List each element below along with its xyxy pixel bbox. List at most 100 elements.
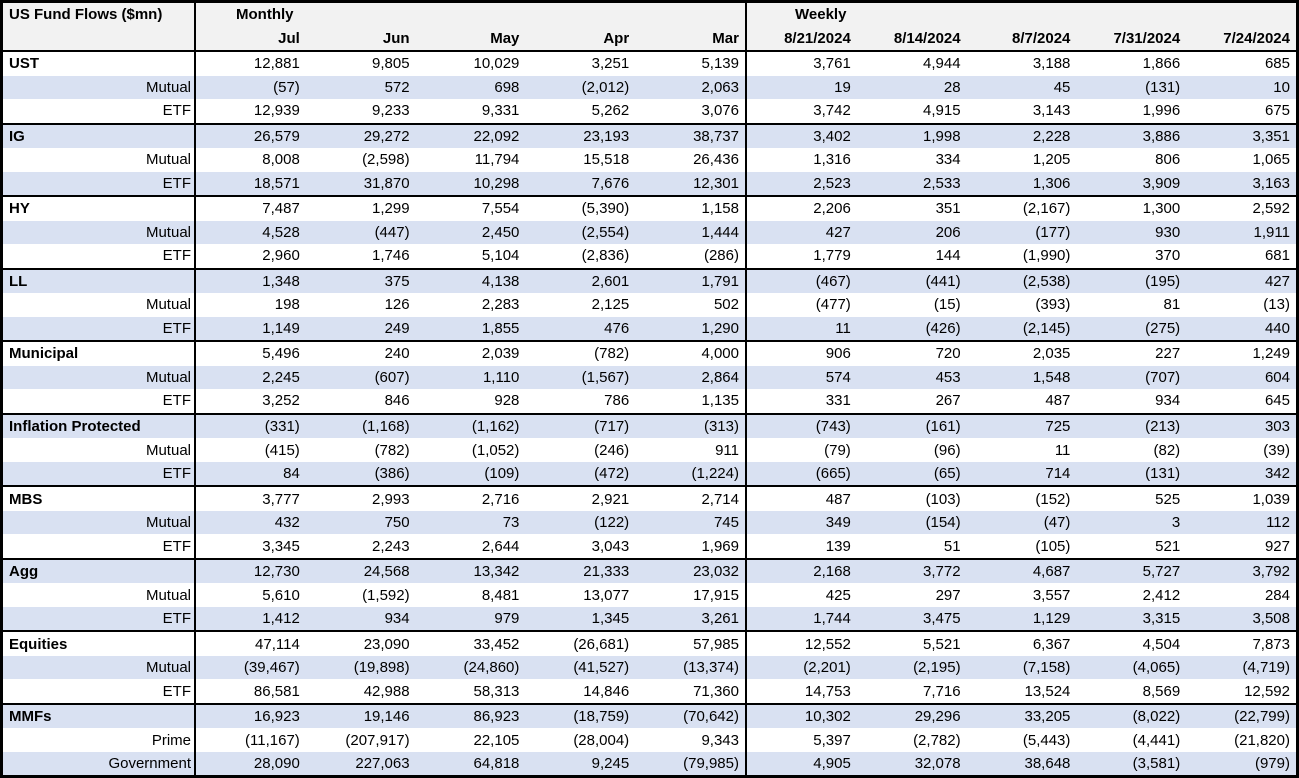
value-cell: 3,251 — [591, 55, 630, 73]
subcategory-label: ETF — [3, 679, 196, 703]
table-row: Mutual 8,008 (2,598) 11,794 15,518 26,436 1,31… — [3, 148, 1296, 172]
weekly-values: (79) (96) 11 (82) (39) — [745, 438, 1296, 462]
value-cell: (286) — [703, 247, 739, 265]
table-row: Inflation Protected (331) (1,168) (1,162) (7… — [3, 414, 1296, 439]
monthly-values: 26,579 29,272 22,092 23,193 38,737 — [196, 125, 745, 149]
value-cell: 487 — [825, 490, 851, 508]
value-cell: 144 — [935, 247, 961, 265]
value-cell: (313) — [703, 417, 739, 435]
weekly-values: (743) (161) 725 (213) 303 — [745, 414, 1296, 439]
subcategory-label: Prime — [3, 728, 196, 752]
value-cell: (4,719) — [1242, 659, 1290, 677]
value-cell: 12,301 — [693, 174, 739, 192]
value-cell: 1,065 — [1252, 151, 1290, 169]
value-cell: (161) — [925, 417, 961, 435]
table-group-ust: UST 12,881 9,805 10,029 3,251 5,139 3,761 4,944… — [3, 52, 1296, 123]
monthly-values: 28,090 227,063 64,818 9,245 (79,985) — [196, 752, 745, 775]
value-cell: 476 — [604, 319, 630, 337]
table-row: Equities 47,114 23,090 33,452 (26,681) 57,985… — [3, 632, 1296, 656]
weekly-column-headers: 8/21/2024 8/14/2024 8/7/2024 7/31/2024 7… — [745, 26, 1296, 50]
value-cell: 31,870 — [363, 174, 410, 192]
value-cell: 51 — [943, 537, 961, 555]
monthly-values: 3,345 2,243 2,644 3,043 1,969 — [196, 534, 745, 558]
value-cell: (979) — [1254, 755, 1290, 773]
table-group-agg: Agg 12,730 24,568 13,342 21,333 23,032 2,168 3,… — [3, 557, 1296, 631]
value-cell: 10,302 — [804, 708, 851, 726]
subcategory-label: ETF — [3, 99, 196, 123]
value-cell: (3,581) — [1132, 755, 1181, 773]
value-cell: 303 — [1264, 417, 1290, 435]
table-row: ETF 2,960 1,746 5,104 (2,836) (286) 1,779 144 (1… — [3, 244, 1296, 268]
value-cell: (109) — [484, 465, 520, 483]
value-cell: 331 — [825, 392, 851, 410]
table-group-inflation-protected: Inflation Protected (331) (1,168) (1,162) (7… — [3, 412, 1296, 486]
table-row: Government 28,090 227,063 64,818 9,245 (79,98… — [3, 751, 1296, 775]
value-cell: 3,909 — [1142, 174, 1181, 192]
value-cell: 1,444 — [701, 223, 739, 241]
value-cell: (1,990) — [1022, 247, 1071, 265]
value-cell: (665) — [815, 465, 851, 483]
weekly-values: 2,206 351 (2,167) 1,300 2,592 — [745, 197, 1296, 221]
value-cell: 3,557 — [1032, 586, 1071, 604]
table-header: US Fund Flows ($mn) Monthly Weekly Jul J… — [3, 3, 1296, 52]
column-header-jul: Jul — [278, 29, 300, 47]
value-cell: 2,592 — [1252, 200, 1290, 218]
category-label: MBS — [3, 487, 196, 511]
value-cell: (21,820) — [1234, 731, 1290, 749]
category-label: Municipal — [3, 342, 196, 366]
value-cell: (2,782) — [913, 731, 961, 749]
value-cell: 5,104 — [481, 247, 520, 265]
value-cell: 5,139 — [701, 55, 739, 73]
value-cell: 17,915 — [693, 586, 739, 604]
value-cell: 28,090 — [253, 755, 300, 773]
monthly-values: 4,528 (447) 2,450 (2,554) 1,444 — [196, 221, 745, 245]
monthly-section-header: Monthly — [196, 3, 745, 27]
value-cell: 685 — [1264, 55, 1290, 73]
value-cell: 29,296 — [914, 708, 961, 726]
value-cell: 2,960 — [262, 247, 300, 265]
value-cell: 453 — [935, 368, 961, 386]
value-cell: 806 — [1155, 151, 1181, 169]
table-group-hy: HY 7,487 1,299 7,554 (5,390) 1,158 2,206 351 (2,… — [3, 195, 1296, 268]
value-cell: 3,163 — [1252, 174, 1290, 192]
value-cell: (2,201) — [803, 659, 851, 677]
value-cell: 1,345 — [591, 610, 630, 628]
value-cell: 2,412 — [1142, 586, 1181, 604]
value-cell: 786 — [604, 392, 630, 410]
subcategory-label: Government — [3, 751, 196, 775]
value-cell: (707) — [1145, 368, 1181, 386]
column-header-row: Jul Jun May Apr Mar 8/21/2024 8/14/2024 … — [3, 26, 1296, 51]
value-cell: 487 — [1045, 392, 1071, 410]
value-cell: 8,569 — [1142, 682, 1181, 700]
monthly-values: (39,467) (19,898) (24,860) (41,527) (13,374) — [196, 656, 745, 680]
table-row: Mutual 432 750 73 (122) 745 349 (154) (47) 3 112 — [3, 510, 1296, 535]
value-cell: (57) — [273, 78, 300, 96]
value-cell: 440 — [1264, 319, 1290, 337]
value-cell: 2,601 — [591, 272, 630, 290]
weekly-values: 1,744 3,475 1,129 3,315 3,508 — [745, 606, 1296, 631]
value-cell: 19 — [834, 78, 851, 96]
monthly-values: (11,167) (207,917) 22,105 (28,004) 9,343 — [196, 728, 745, 752]
monthly-column-headers: Jul Jun May Apr Mar — [196, 27, 745, 51]
table-title: US Fund Flows ($mn) — [3, 3, 196, 27]
value-cell: 22,105 — [473, 731, 520, 749]
value-cell: 240 — [384, 345, 410, 363]
value-cell: (386) — [374, 465, 410, 483]
value-cell: 297 — [935, 586, 961, 604]
value-cell: (122) — [594, 514, 630, 532]
monthly-values: 432 750 73 (122) 745 — [196, 511, 745, 535]
value-cell: 12,881 — [253, 55, 300, 73]
value-cell: (2,554) — [581, 223, 630, 241]
value-cell: (195) — [1145, 272, 1181, 290]
value-cell: 33,205 — [1024, 708, 1071, 726]
subcategory-label: Mutual — [3, 75, 196, 100]
value-cell: (782) — [374, 441, 410, 459]
weekly-values: 11 (426) (2,145) (275) 440 — [745, 316, 1296, 341]
weekly-values: (477) (15) (393) 81 (13) — [745, 293, 1296, 317]
value-cell: 3,143 — [1032, 102, 1071, 120]
value-cell: (2,012) — [581, 78, 630, 96]
value-cell: 3,188 — [1032, 55, 1071, 73]
weekly-section-header: Weekly — [745, 3, 1296, 27]
table-row: ETF 12,939 9,233 9,331 5,262 3,076 3,742 4,915 3… — [3, 99, 1296, 123]
subcategory-label: ETF — [3, 389, 196, 413]
